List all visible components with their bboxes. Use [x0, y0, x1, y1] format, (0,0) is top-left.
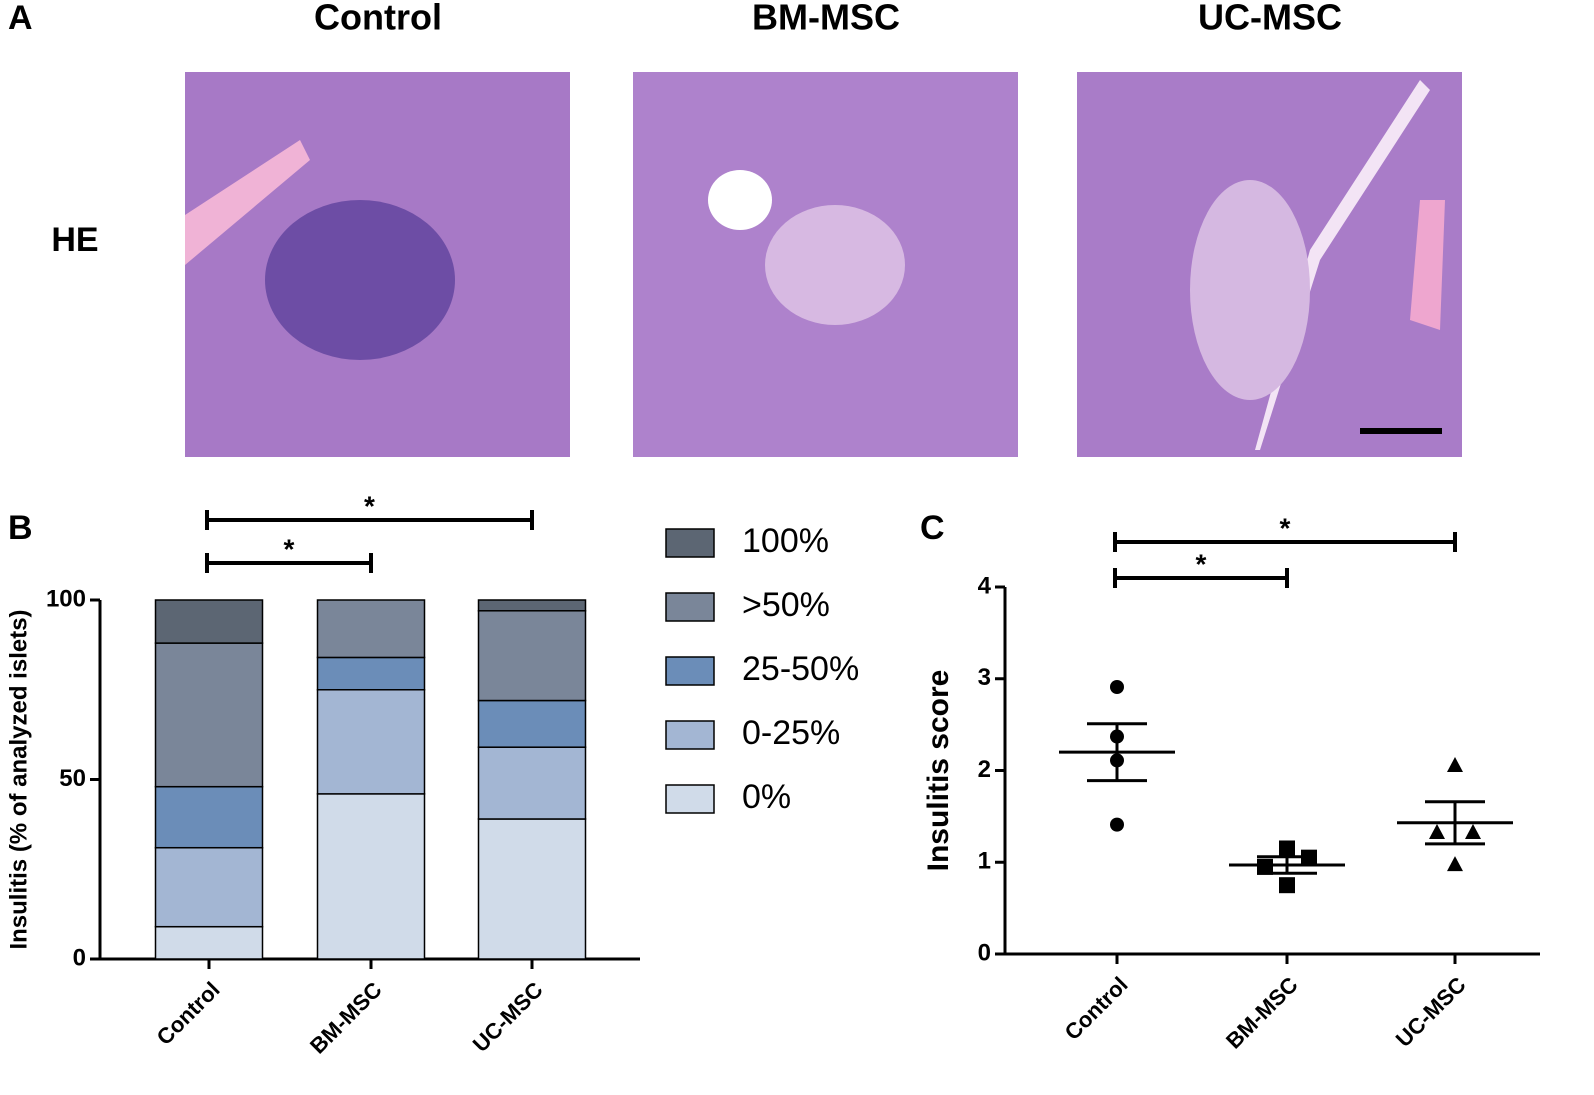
y-axis-label: Insulitis (% of analyzed islets) — [5, 609, 32, 949]
bar-segment — [316, 656, 426, 691]
data-point — [1279, 840, 1295, 857]
legend-swatch — [665, 784, 715, 814]
x-tick-label: UC-MSC — [468, 977, 548, 1057]
legend-label: 25-50% — [742, 650, 859, 688]
data-point — [1447, 856, 1463, 872]
histology-image — [1077, 72, 1462, 457]
row-label: HE — [51, 221, 98, 259]
bar-segment — [154, 925, 264, 960]
bar-segment — [154, 599, 264, 644]
x-tick-label: Control — [1060, 972, 1133, 1045]
bar-segment — [477, 599, 587, 612]
sig-label: * — [284, 533, 295, 564]
legend-swatch — [665, 528, 715, 558]
bar-segment — [477, 699, 587, 748]
data-point — [1257, 858, 1273, 875]
bar-segment — [154, 785, 264, 849]
bar-segment — [477, 746, 587, 820]
panel-label: A — [8, 0, 33, 37]
error-bar — [1087, 722, 1147, 783]
error-bar — [1425, 800, 1485, 846]
image-title: BM-MSC — [752, 0, 900, 38]
y-tick-label: 1 — [978, 848, 991, 875]
panel-label: C — [920, 509, 945, 547]
sig-label: * — [364, 490, 375, 521]
x-tick-label: UC-MSC — [1391, 972, 1471, 1052]
error-bar — [1257, 855, 1317, 875]
bar-segment — [316, 599, 426, 659]
x-tick-label: Control — [152, 977, 225, 1050]
panel-label: B — [8, 509, 33, 547]
bar-segment — [154, 642, 264, 788]
histology-image — [185, 72, 570, 457]
x-tick-label: BM-MSC — [1221, 972, 1303, 1054]
data-point — [1110, 817, 1124, 832]
y-tick-label: 50 — [59, 765, 86, 792]
y-tick-label: 3 — [978, 664, 991, 691]
legend-label: >50% — [742, 586, 830, 624]
bar-segment — [477, 610, 587, 702]
y-tick-label: 4 — [978, 572, 992, 599]
sig-label: * — [1196, 548, 1207, 579]
legend-label: 0-25% — [742, 714, 840, 752]
data-point — [1429, 823, 1445, 839]
histology-image — [633, 72, 1018, 457]
image-title: Control — [314, 0, 442, 38]
legend-label: 0% — [742, 778, 791, 816]
bar-segment — [316, 793, 426, 960]
y-tick-label: 0 — [73, 944, 86, 971]
x-tick-label: BM-MSC — [305, 977, 387, 1059]
image-title: UC-MSC — [1198, 0, 1342, 38]
y-tick-label: 2 — [978, 756, 991, 783]
data-point — [1465, 823, 1481, 839]
y-tick-label: 0 — [978, 939, 991, 966]
legend-swatch — [665, 720, 715, 750]
legend-label: 100% — [742, 522, 829, 560]
data-point — [1279, 877, 1295, 894]
data-point — [1447, 756, 1463, 772]
bar-segment — [316, 689, 426, 795]
y-axis-label: Insulitis score — [922, 670, 955, 872]
data-point — [1110, 680, 1124, 695]
legend-swatch — [665, 592, 715, 622]
sig-label: * — [1280, 512, 1291, 543]
bar-segment — [477, 818, 587, 960]
bar-segment — [154, 846, 264, 928]
legend-swatch — [665, 656, 715, 686]
y-tick-label: 100 — [46, 585, 86, 612]
